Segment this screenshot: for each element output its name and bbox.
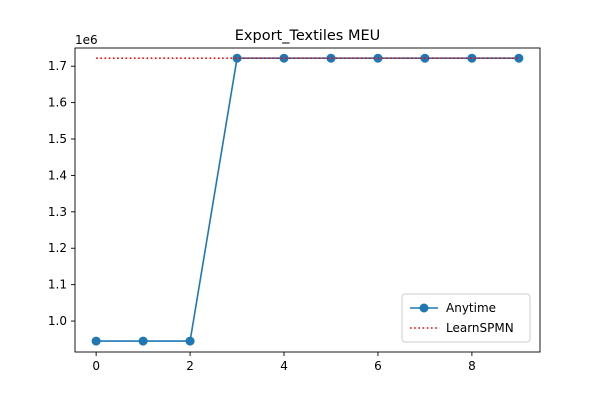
data-point-anytime (467, 53, 477, 63)
data-point-anytime (326, 53, 336, 63)
y-tick-label: 1.3 (48, 205, 67, 219)
y-tick-label: 1.2 (48, 241, 67, 255)
x-tick-label: 2 (186, 359, 194, 373)
axes-frame (74, 47, 541, 353)
y-tick-label: 1.4 (48, 168, 67, 182)
legend-label-learnspmn: LearnSPMN (446, 321, 514, 335)
data-point-anytime (279, 53, 289, 63)
axes: 0 2 4 6 8 1.0 1.1 1.2 1.3 1.4 1.5 1.6 1.7 (48, 47, 541, 373)
data-point-anytime (185, 336, 195, 346)
y-offset-label: 1e6 (75, 33, 98, 47)
y-tick-label: 1.1 (48, 278, 67, 292)
x-tick-label: 8 (468, 359, 476, 373)
legend-box (401, 293, 531, 343)
plot-area (91, 53, 524, 346)
data-point-anytime (514, 53, 524, 63)
y-tick-label: 1.5 (48, 132, 67, 146)
data-point-anytime (138, 336, 148, 346)
chart-title: Export_Textiles MEU (235, 28, 380, 44)
data-point-anytime (232, 53, 242, 63)
y-tick-label: 1.6 (48, 96, 67, 110)
legend: Anytime LearnSPMN (401, 293, 531, 343)
legend-label-anytime: Anytime (446, 301, 496, 315)
x-tick-label: 0 (92, 359, 100, 373)
x-tick-label: 4 (280, 359, 288, 373)
legend-marker-anytime (419, 303, 429, 313)
x-tick-label: 6 (374, 359, 382, 373)
y-tick-label: 1.0 (48, 314, 67, 328)
y-tick-label: 1.7 (48, 59, 67, 73)
data-point-anytime (91, 336, 101, 346)
